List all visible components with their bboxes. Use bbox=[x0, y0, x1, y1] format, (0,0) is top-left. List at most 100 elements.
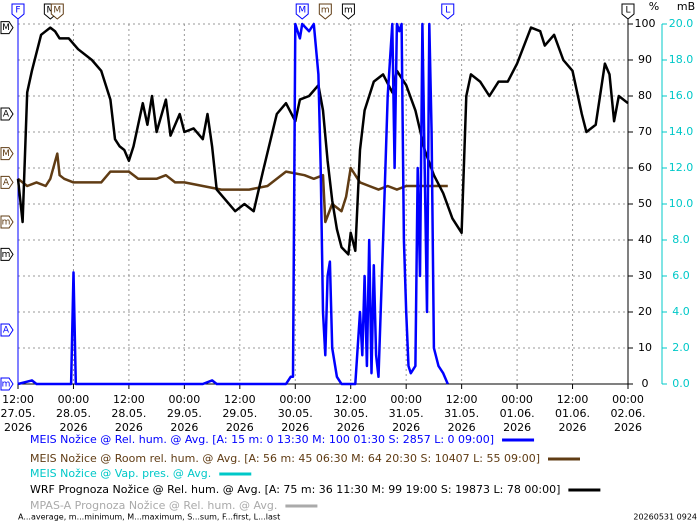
stat-marker-box bbox=[0, 247, 14, 261]
stat-marker-box bbox=[318, 3, 332, 20]
y2-tick-label: 12.0 bbox=[669, 161, 694, 174]
x-tick-label: 12:00 bbox=[113, 393, 145, 406]
stat-marker-box bbox=[341, 3, 355, 20]
stat-marker-box bbox=[0, 215, 14, 229]
y2-tick-label: 4.0 bbox=[672, 305, 690, 318]
stat-marker: L bbox=[441, 3, 455, 20]
footnote: A...average, m...minimum, M...maximum, S… bbox=[18, 513, 280, 522]
x-tick-label: 12:00 bbox=[557, 393, 589, 406]
y-axis-unit: % bbox=[649, 0, 659, 13]
stat-marker: A bbox=[0, 323, 14, 337]
stat-marker-box bbox=[0, 107, 14, 121]
stat-marker-label: m bbox=[2, 218, 11, 228]
series-line bbox=[17, 22, 449, 386]
stat-marker-label: m bbox=[321, 6, 330, 16]
x-tick-label: 12:00 bbox=[224, 393, 256, 406]
y-tick-label: 10 bbox=[638, 341, 652, 354]
stat-marker-label: m bbox=[2, 250, 11, 260]
y2-axis-unit: mB bbox=[677, 0, 695, 13]
y-tick-label: 50 bbox=[638, 197, 652, 210]
x-tick-label: 12:00 bbox=[2, 393, 34, 406]
stat-marker-label: m bbox=[344, 6, 353, 16]
x-tick-label: 01.06. bbox=[500, 407, 535, 420]
stat-marker: M bbox=[0, 21, 14, 35]
stat-marker-label: F bbox=[15, 6, 20, 16]
y-tick-label: 40 bbox=[638, 233, 652, 246]
x-tick-label: 01.06. bbox=[555, 407, 590, 420]
x-tick-label: 12:00 bbox=[446, 393, 478, 406]
x-tick-label: 12:00 bbox=[335, 393, 367, 406]
x-tick-label: 00:00 bbox=[279, 393, 311, 406]
x-tick-label: 2026 bbox=[448, 421, 476, 434]
x-tick-label: 2026 bbox=[559, 421, 587, 434]
x-tick-label: 2026 bbox=[614, 421, 642, 434]
stat-marker-label: L bbox=[625, 6, 630, 16]
x-tick-label: 2026 bbox=[337, 421, 365, 434]
legend-label: WRF Prognoza Nožice @ Rel. hum. @ Avg. [… bbox=[30, 483, 560, 496]
stat-marker-label: M bbox=[2, 23, 10, 33]
stat-marker: F bbox=[11, 3, 25, 20]
x-tick-label: 29.05. bbox=[167, 407, 202, 420]
x-tick-label: 2026 bbox=[170, 421, 198, 434]
y-tick-label: 0 bbox=[642, 377, 649, 390]
y-tick-label: 100 bbox=[635, 17, 656, 30]
x-tick-label: 2026 bbox=[4, 421, 32, 434]
stat-marker: m bbox=[0, 247, 14, 261]
y2-tick-label: 16.0 bbox=[669, 89, 694, 102]
stat-marker: M bbox=[295, 3, 309, 20]
stat-marker: m bbox=[318, 3, 332, 20]
x-tick-label: 2026 bbox=[281, 421, 309, 434]
stat-marker-label: m bbox=[2, 380, 11, 390]
stat-marker: M bbox=[0, 147, 14, 161]
stat-marker-box bbox=[50, 3, 64, 20]
timestamp: 20260531 0924 bbox=[633, 513, 697, 522]
x-tick-label: 30.05. bbox=[278, 407, 313, 420]
y2-tick-label: 14.0 bbox=[669, 125, 694, 138]
y2-tick-label: 2.0 bbox=[672, 341, 690, 354]
stat-marker-box bbox=[11, 3, 25, 20]
x-tick-label: 00:00 bbox=[612, 393, 644, 406]
stat-marker-box bbox=[621, 3, 635, 20]
stat-marker-box bbox=[0, 377, 14, 391]
y2-tick-label: 10.0 bbox=[669, 197, 694, 210]
y2-tick-label: 0.0 bbox=[672, 377, 690, 390]
y-tick-label: 80 bbox=[638, 89, 652, 102]
stat-marker-label: L bbox=[445, 6, 450, 16]
stat-marker-box bbox=[441, 3, 455, 20]
legend-label: MPAS-A Prognoza Nožice @ Rel. hum. @ Avg… bbox=[30, 499, 277, 512]
stat-marker-label: A bbox=[3, 326, 10, 336]
y2-tick-label: 8.0 bbox=[672, 233, 690, 246]
x-tick-label: 2026 bbox=[503, 421, 531, 434]
y2-tick-label: 20.0 bbox=[669, 17, 694, 30]
x-tick-label: 00:00 bbox=[501, 393, 533, 406]
y-tick-label: 60 bbox=[638, 161, 652, 174]
stat-marker-label: M bbox=[53, 6, 61, 16]
x-tick-label: 27.05. bbox=[1, 407, 36, 420]
y-tick-label: 30 bbox=[638, 269, 652, 282]
stat-marker-box bbox=[0, 147, 14, 161]
stat-marker: L bbox=[621, 3, 635, 20]
stat-marker-label: M bbox=[46, 6, 54, 16]
x-tick-label: 2026 bbox=[226, 421, 254, 434]
stat-marker-label: A bbox=[3, 178, 10, 188]
x-tick-label: 31.05. bbox=[444, 407, 479, 420]
legend-label: MEIS Nožice @ Rel. hum. @ Avg. [A: 15 m:… bbox=[30, 433, 494, 446]
x-tick-label: 2026 bbox=[115, 421, 143, 434]
y2-tick-label: 6.0 bbox=[672, 269, 690, 282]
stat-marker: A bbox=[0, 175, 14, 189]
stat-marker-box bbox=[295, 3, 309, 20]
stat-marker-label: M bbox=[2, 149, 10, 159]
stat-marker-box bbox=[0, 323, 14, 337]
stat-marker: M bbox=[50, 3, 64, 20]
stat-marker: m bbox=[0, 215, 14, 229]
y2-tick-label: 18.0 bbox=[669, 53, 694, 66]
x-tick-label: 00:00 bbox=[58, 393, 90, 406]
x-tick-label: 29.05. bbox=[222, 407, 257, 420]
x-tick-label: 00:00 bbox=[390, 393, 422, 406]
x-tick-label: 28.05. bbox=[56, 407, 91, 420]
legend-label: MEIS Nožice @ Room rel. hum. @ Avg. [A: … bbox=[30, 452, 540, 465]
y-tick-label: 20 bbox=[638, 305, 652, 318]
x-tick-label: 02.06. bbox=[611, 407, 646, 420]
x-tick-label: 00:00 bbox=[169, 393, 201, 406]
